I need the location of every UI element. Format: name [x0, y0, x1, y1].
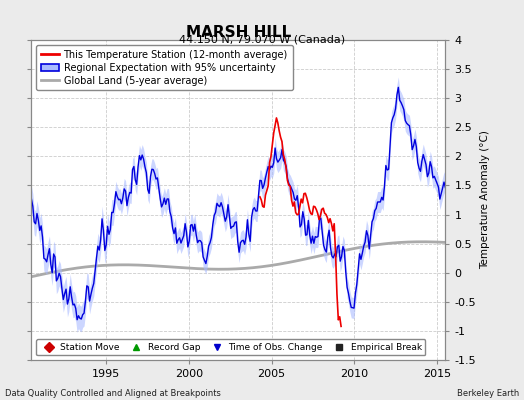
Legend: Station Move, Record Gap, Time of Obs. Change, Empirical Break: Station Move, Record Gap, Time of Obs. C…: [36, 339, 425, 356]
Text: 44.150 N, 79.070 W (Canada): 44.150 N, 79.070 W (Canada): [179, 34, 345, 44]
Text: Berkeley Earth: Berkeley Earth: [456, 389, 519, 398]
Text: Data Quality Controlled and Aligned at Breakpoints: Data Quality Controlled and Aligned at B…: [5, 389, 221, 398]
Title: MARSH HILL: MARSH HILL: [186, 25, 291, 40]
Y-axis label: Temperature Anomaly (°C): Temperature Anomaly (°C): [480, 130, 490, 270]
